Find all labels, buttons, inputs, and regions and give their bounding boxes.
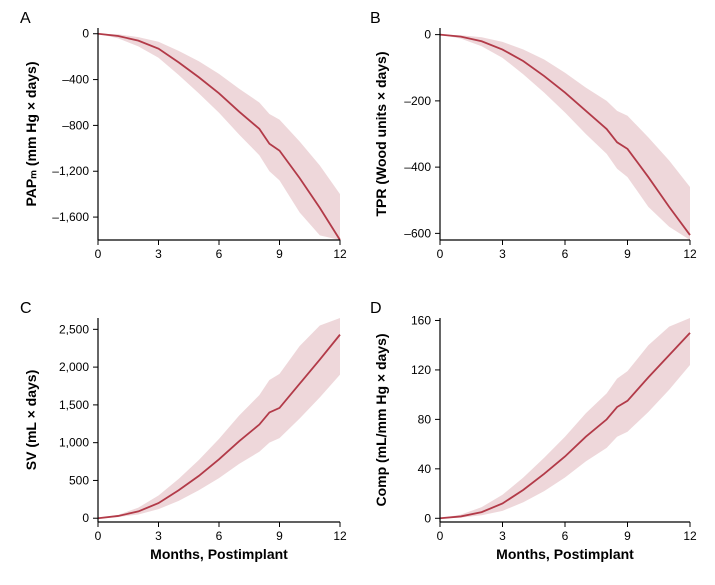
- x-tick-label: 0: [437, 529, 444, 543]
- y-tick-label: 1,500: [59, 398, 89, 412]
- x-tick-label: 6: [562, 247, 569, 261]
- x-tick-label: 3: [155, 247, 162, 261]
- panel-label-a: A: [20, 10, 31, 28]
- y-tick-label: 0: [82, 27, 89, 41]
- y-tick-label: 160: [411, 313, 431, 327]
- x-tick-label: 12: [683, 529, 697, 543]
- panel-label-b: B: [370, 10, 381, 28]
- y-axis-label: PAPₘ (mm Hg × days): [23, 62, 39, 207]
- panel-a: A 0 3 6 9 12 0 –400 –800 –1,200 –1,600 PAPₘ (mm Hg …: [20, 10, 350, 280]
- y-tick-label: 2,500: [59, 322, 89, 336]
- x-tick-label: 9: [624, 247, 631, 261]
- y-tick-label: 1,000: [59, 436, 89, 450]
- y-tick-label: –400: [62, 73, 89, 87]
- y-axis-label: Comp (mL/mm Hg × days): [373, 333, 389, 506]
- y-tick-label: 0: [82, 511, 89, 525]
- y-tick-label: –800: [62, 118, 89, 132]
- x-tick-label: 9: [276, 529, 283, 543]
- x-tick-label: 12: [683, 247, 697, 261]
- panel-label-d: D: [370, 300, 382, 318]
- x-tick-label: 0: [95, 247, 102, 261]
- y-tick-label: 500: [69, 473, 89, 487]
- y-tick-label: 40: [418, 462, 432, 476]
- y-tick-label: –400: [404, 160, 431, 174]
- y-tick-label: 0: [424, 511, 431, 525]
- x-tick-label: 6: [216, 529, 223, 543]
- y-axis-label: TPR (Wood units × days): [373, 51, 389, 216]
- y-tick-label: 2,000: [59, 360, 89, 374]
- plot-svg-b: 0 3 6 9 12 0 –200 –400 –600 TPR (Wood units × day…: [370, 10, 700, 280]
- x-tick-label: 12: [333, 529, 347, 543]
- y-axis-label: SV (mL × days): [23, 370, 39, 471]
- panel-d: D03691204080120160Comp (mL/mm Hg × days)…: [370, 300, 700, 570]
- x-tick-label: 9: [624, 529, 631, 543]
- y-tick-label: –200: [404, 94, 431, 108]
- panel-label-c: C: [20, 300, 32, 318]
- x-tick-label: 6: [562, 529, 569, 543]
- x-tick-label: 6: [216, 247, 223, 261]
- confidence-band: [98, 318, 340, 518]
- panel-c: C 0 3 6 9 12 0 500 1,000 1,500 2,000 2,500 SV (mL × …: [20, 300, 350, 570]
- y-tick-label: 120: [411, 363, 431, 377]
- x-tick-label: 3: [499, 529, 506, 543]
- y-tick-label: –1,600: [52, 210, 89, 224]
- confidence-band: [440, 318, 690, 518]
- plot-svg-a: 0 3 6 9 12 0 –400 –800 –1,200 –1,600 PAPₘ (mm Hg ×…: [20, 10, 350, 280]
- x-axis-label: Months, Postimplant: [496, 546, 634, 562]
- x-tick-label: 3: [155, 529, 162, 543]
- plot-svg-d: 03691204080120160Comp (mL/mm Hg × days)M…: [370, 300, 700, 570]
- panel-b: B 0 3 6 9 12 0 –200 –400 –600 TPR (Wood units × da…: [370, 10, 700, 280]
- x-tick-label: 0: [437, 247, 444, 261]
- x-tick-label: 12: [333, 247, 347, 261]
- y-tick-label: –600: [404, 226, 431, 240]
- plot-svg-c: 0 3 6 9 12 0 500 1,000 1,500 2,000 2,500 SV (mL × d…: [20, 300, 350, 570]
- confidence-band: [440, 35, 690, 240]
- y-tick-label: 80: [418, 412, 432, 426]
- x-axis-label: Months, Postimplant: [150, 546, 288, 562]
- x-tick-label: 9: [276, 247, 283, 261]
- confidence-band: [98, 34, 340, 240]
- y-tick-label: –1,200: [52, 164, 89, 178]
- x-tick-label: 3: [499, 247, 506, 261]
- y-tick-label: 0: [424, 28, 431, 42]
- x-tick-label: 0: [95, 529, 102, 543]
